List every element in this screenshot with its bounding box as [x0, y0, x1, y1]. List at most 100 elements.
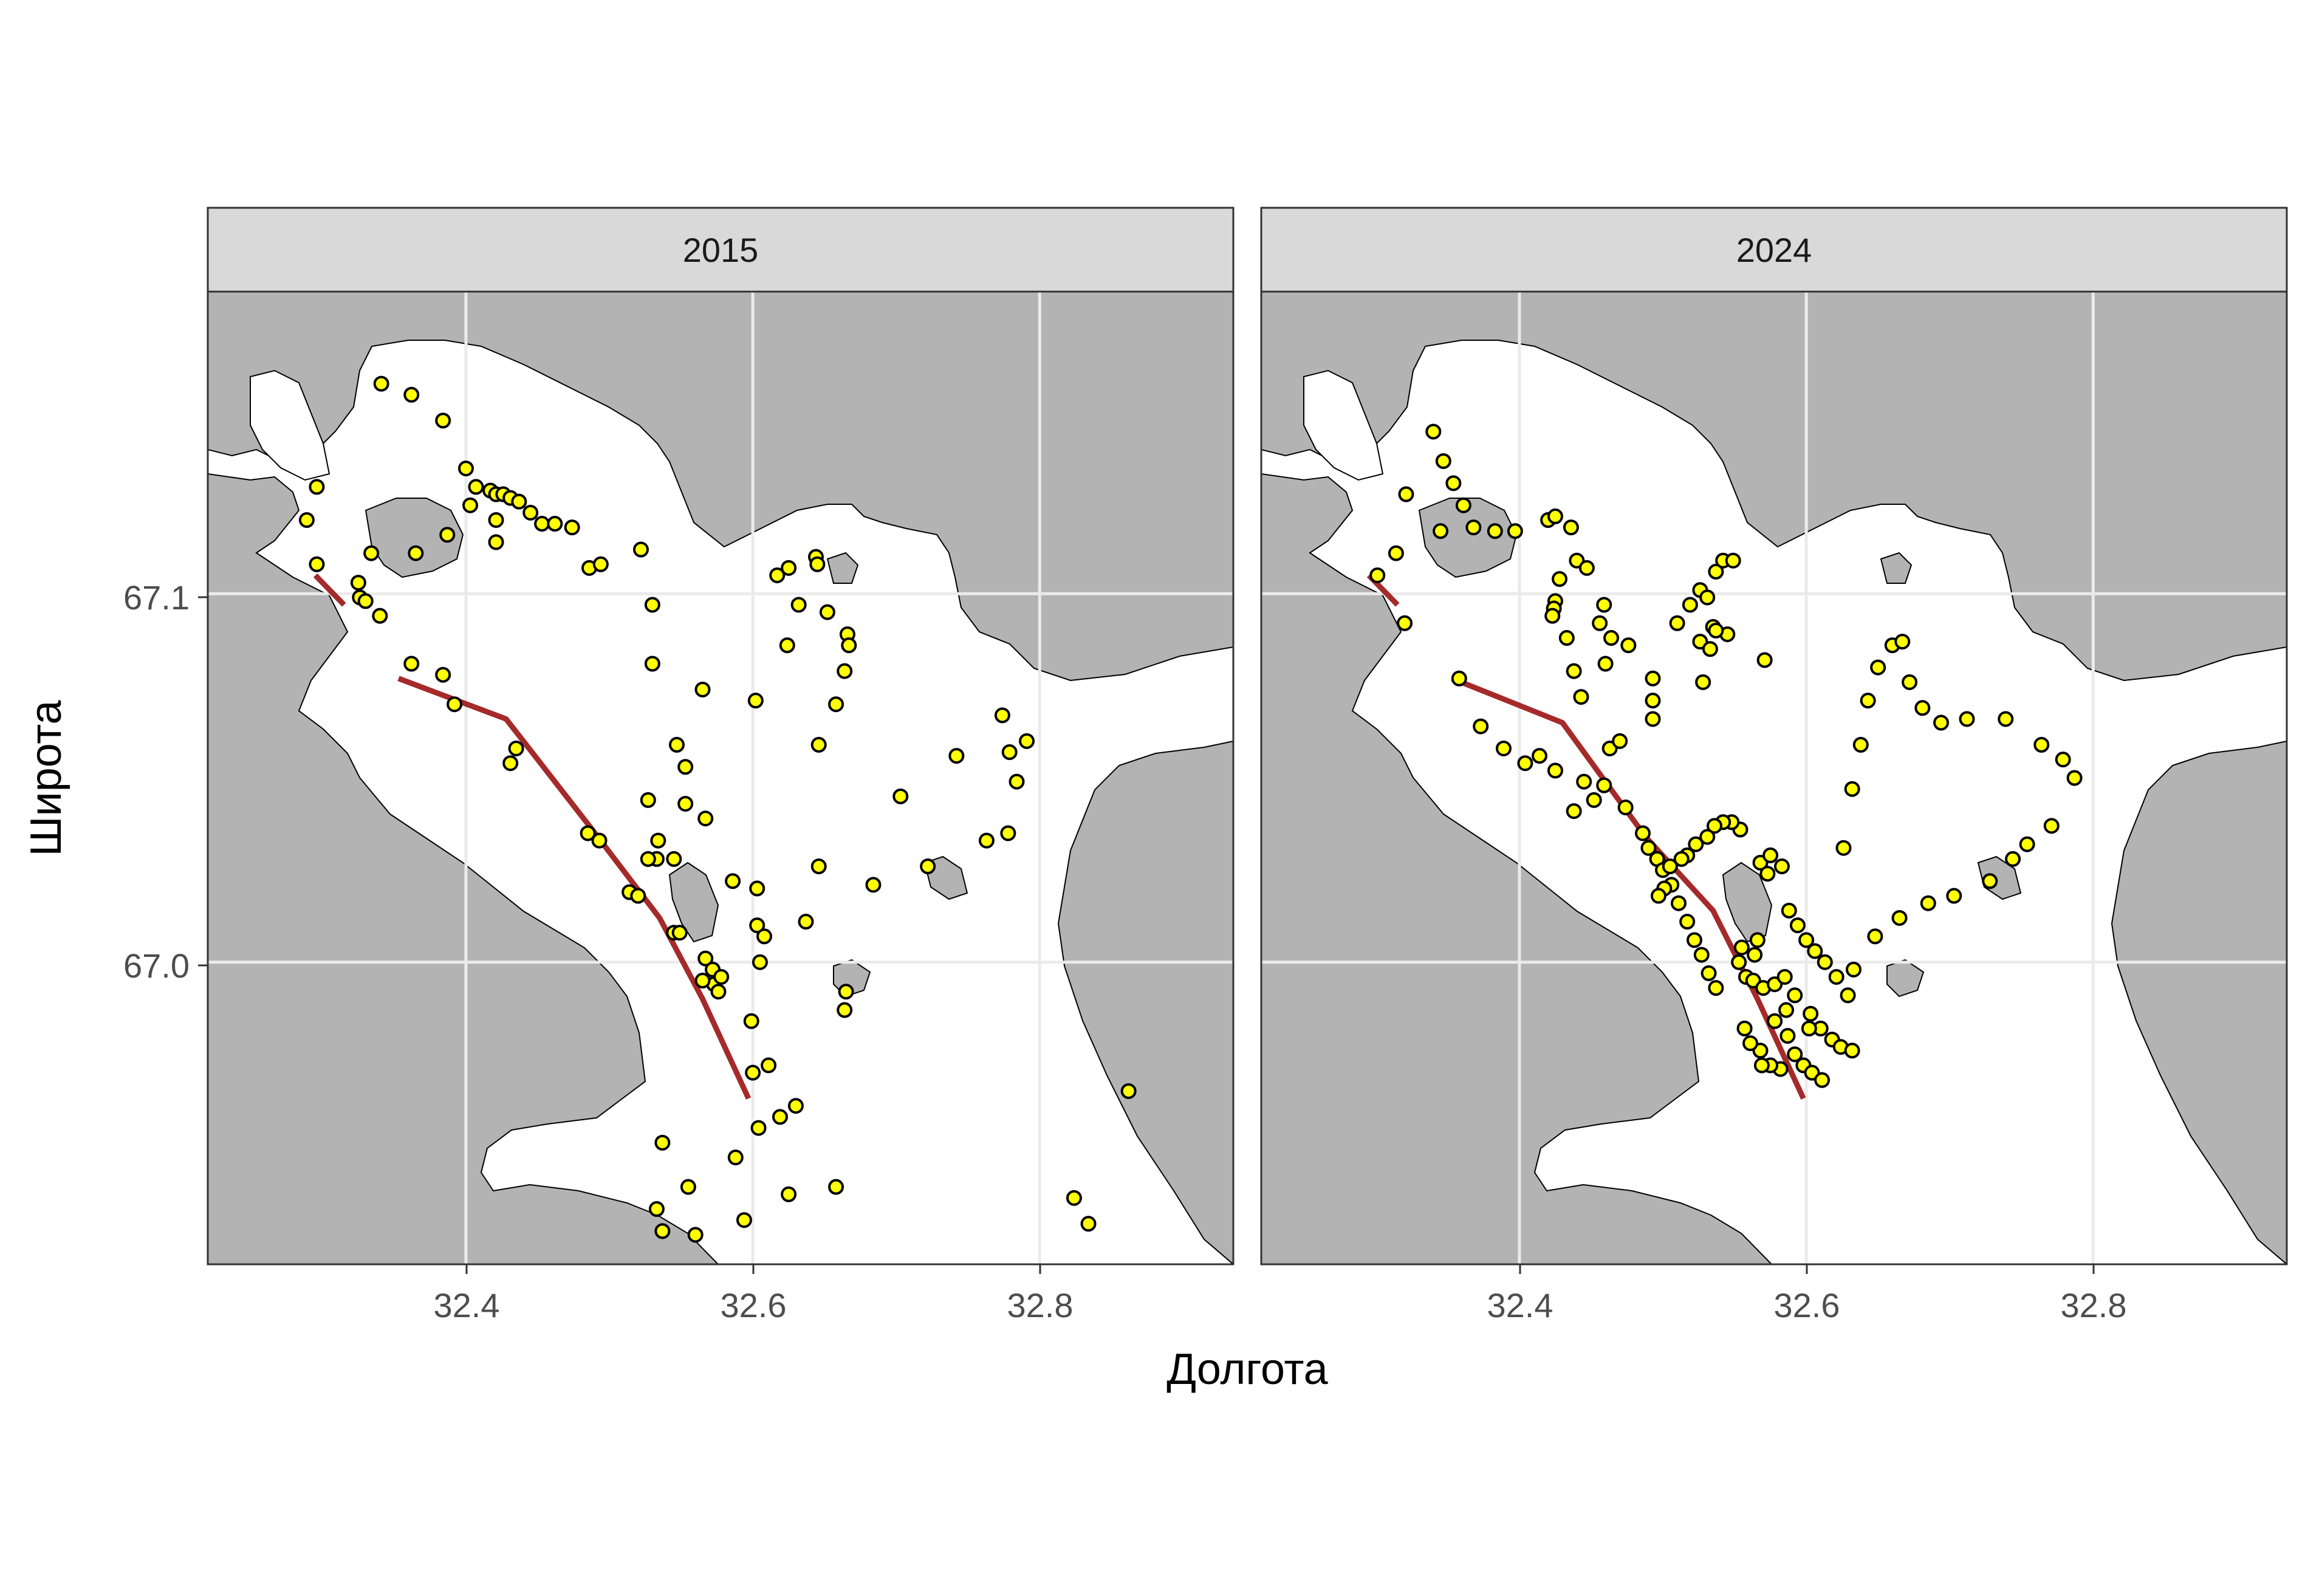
- facet-panel-2015: 2015: [207, 207, 1235, 1265]
- panel-grid: [208, 292, 1233, 1264]
- station-point: [828, 696, 844, 713]
- station-point: [798, 914, 814, 930]
- station-point: [522, 504, 539, 521]
- station-point: [1844, 1043, 1860, 1059]
- station-point: [309, 556, 325, 572]
- station-point: [2005, 851, 2021, 867]
- station-point: [488, 534, 504, 550]
- station-point: [1120, 1083, 1137, 1099]
- station-point: [1576, 773, 1592, 790]
- station-point: [1603, 630, 1620, 646]
- station-point: [1547, 762, 1563, 779]
- station-point: [640, 851, 656, 867]
- station-point: [632, 541, 649, 558]
- station-point: [1066, 1190, 1082, 1206]
- station-point: [591, 832, 608, 849]
- station-point: [508, 740, 524, 756]
- island-south-long: [668, 861, 719, 943]
- station-point: [1669, 615, 1685, 631]
- station-point: [1933, 714, 1950, 731]
- station-point: [781, 1186, 797, 1202]
- route-lines: [313, 573, 752, 1100]
- station-point: [694, 681, 711, 697]
- station-point: [1817, 954, 1833, 970]
- station-point: [1573, 689, 1589, 705]
- station-point: [1756, 652, 1773, 668]
- station-point: [769, 567, 786, 583]
- strip-background: [1260, 207, 2288, 293]
- station-point: [2033, 736, 2050, 753]
- y-tick-label: 67.0: [123, 947, 190, 985]
- station-point: [1773, 858, 1790, 875]
- station-point: [1673, 851, 1690, 867]
- station-point: [1001, 744, 1018, 761]
- station-point: [1686, 932, 1702, 948]
- station-point: [1736, 1020, 1753, 1036]
- station-point: [650, 832, 666, 849]
- station-point: [1902, 674, 1918, 690]
- station-point: [1645, 711, 1661, 727]
- station-point: [1586, 792, 1602, 808]
- strip-background: [207, 207, 1235, 293]
- station-point: [1753, 1057, 1770, 1074]
- island-north-small: [1880, 552, 1913, 584]
- station-point: [372, 608, 388, 624]
- station-point: [1563, 519, 1579, 536]
- station-point: [1552, 571, 1568, 587]
- station-point: [747, 693, 764, 709]
- y-axis: 67.1 67.0 Широта: [22, 578, 208, 985]
- station-point: [1473, 718, 1489, 735]
- route-segment: [397, 676, 752, 1100]
- station-point: [447, 696, 463, 713]
- station-point: [828, 1179, 844, 1195]
- station-point: [1699, 589, 1716, 606]
- station-point: [1596, 777, 1612, 793]
- station-point: [1645, 693, 1661, 709]
- station-point: [1982, 873, 1998, 889]
- station-point: [564, 519, 580, 536]
- station-point: [1803, 1005, 1819, 1022]
- station-point: [697, 810, 714, 827]
- station-point: [1640, 840, 1657, 856]
- station-point: [1801, 1020, 1817, 1036]
- x-tick-label: 32.4: [434, 1286, 500, 1324]
- station-point: [1592, 615, 1608, 631]
- station-point: [1596, 597, 1612, 613]
- station-point: [488, 512, 504, 528]
- station-point: [1708, 563, 1724, 580]
- station-point: [1425, 423, 1442, 440]
- water-main: [1261, 340, 2287, 1264]
- station-point: [725, 873, 741, 889]
- station-point: [1781, 902, 1797, 919]
- strip-label: 2015: [683, 231, 759, 269]
- station-point: [1688, 836, 1704, 852]
- route-segment: [313, 573, 346, 607]
- station-point: [1776, 968, 1793, 985]
- station-point: [1762, 847, 1779, 863]
- station-point: [2066, 770, 2083, 786]
- station-point: [841, 637, 857, 654]
- station-point: [819, 604, 835, 620]
- station-point: [1787, 987, 1803, 1004]
- y-axis-title: Широта: [22, 700, 70, 857]
- station-point: [1867, 928, 1883, 945]
- station-point: [1000, 825, 1016, 841]
- x-axis-title: Долгота: [1166, 1345, 1328, 1394]
- station-point: [694, 973, 711, 989]
- station-point: [462, 497, 479, 513]
- station-point: [772, 1109, 788, 1125]
- station-point: [994, 707, 1010, 724]
- station-point: [468, 479, 484, 495]
- station-point: [403, 386, 420, 403]
- station-point: [743, 1013, 759, 1029]
- station-point: [668, 736, 685, 753]
- station-point: [1566, 663, 1582, 679]
- station-points: [298, 375, 1137, 1243]
- station-point: [727, 1149, 744, 1166]
- station-point: [713, 968, 730, 985]
- station-point: [1835, 840, 1852, 856]
- station-point: [1662, 858, 1678, 875]
- station-point: [1742, 1035, 1759, 1052]
- station-point: [1699, 829, 1716, 845]
